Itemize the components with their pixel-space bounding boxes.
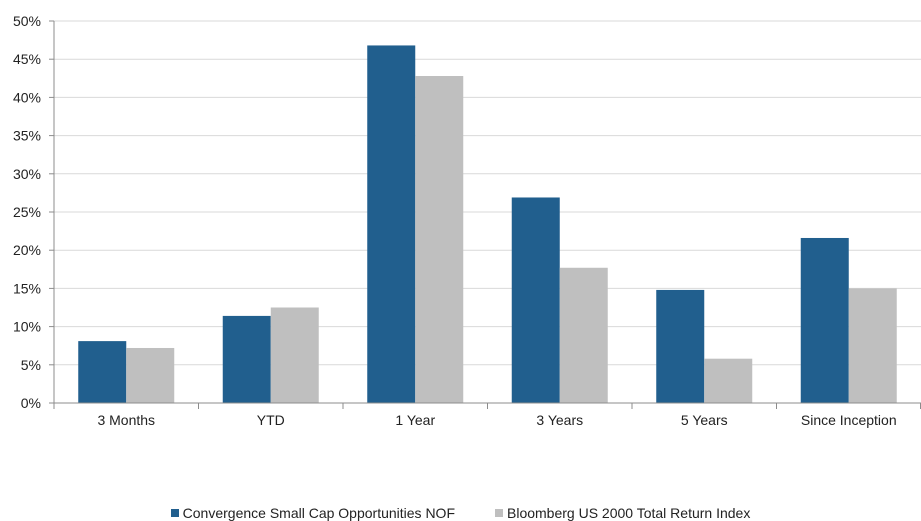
y-tick-label: 40% xyxy=(13,89,41,105)
bars xyxy=(78,45,897,404)
bar-series-2 xyxy=(270,307,319,403)
y-tick-label: 25% xyxy=(13,204,41,220)
x-tick-label: 5 Years xyxy=(681,412,728,428)
x-tick-label: 1 Year xyxy=(395,412,435,428)
legend-item-series-1: Convergence Small Cap Opportunities NOF xyxy=(170,505,455,521)
y-tick-label: 30% xyxy=(13,166,41,182)
y-axis: 0% 5% 10% 15% 20% 25% 30% 35% 40% 45% 50% xyxy=(13,13,55,411)
legend-label-series-1: Convergence Small Cap Opportunities NOF xyxy=(182,505,455,521)
bar-series-1 xyxy=(656,289,705,403)
legend: Convergence Small Cap Opportunities NOF … xyxy=(0,505,921,521)
y-tick-label: 5% xyxy=(21,357,41,373)
bar-series-2 xyxy=(559,267,608,403)
bar-series-1 xyxy=(367,45,416,404)
y-tick-label: 0% xyxy=(21,395,41,411)
bar-series-2 xyxy=(126,347,175,403)
y-tick-label: 45% xyxy=(13,51,41,67)
x-tick-label: YTD xyxy=(257,412,285,428)
legend-item-series-2: Bloomberg US 2000 Total Return Index xyxy=(495,505,750,521)
bar-series-1 xyxy=(800,237,849,403)
y-tick-label: 35% xyxy=(13,128,41,144)
x-tick-label: 3 Months xyxy=(97,412,155,428)
y-tick-label: 50% xyxy=(13,13,41,29)
legend-label-series-2: Bloomberg US 2000 Total Return Index xyxy=(507,505,751,521)
legend-swatch-series-1 xyxy=(170,509,179,517)
bar-series-2 xyxy=(415,76,464,404)
y-tick-label: 10% xyxy=(13,319,41,335)
x-tick-label: Since Inception xyxy=(801,412,897,428)
bar-chart: 0% 5% 10% 15% 20% 25% 30% 35% 40% 45% 50% 3 Months… xyxy=(13,13,921,428)
gridlines xyxy=(54,20,921,366)
x-tick-label: 3 Years xyxy=(536,412,583,428)
y-tick-label: 20% xyxy=(13,242,41,258)
bar-series-2 xyxy=(848,288,897,403)
y-tick-label: 15% xyxy=(13,280,41,296)
legend-swatch-series-2 xyxy=(495,509,503,517)
bar-series-1 xyxy=(511,197,560,403)
bar-series-1 xyxy=(222,315,271,403)
bar-series-1 xyxy=(78,341,127,403)
x-axis: 3 Months YTD 1 Year 3 Years 5 Years Since Inc… xyxy=(53,402,921,428)
bar-series-2 xyxy=(704,358,753,403)
